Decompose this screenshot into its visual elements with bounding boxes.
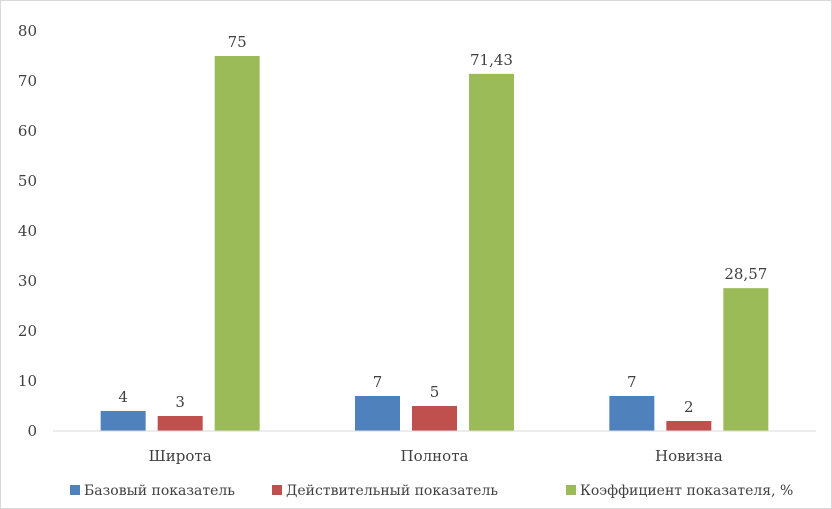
legend-swatch xyxy=(272,485,282,495)
bars xyxy=(100,56,769,431)
x-axis: Широта Полнота Новизна xyxy=(53,430,816,465)
data-label: 3 xyxy=(175,393,185,411)
y-axis: 0 10 20 30 40 50 60 70 80 xyxy=(18,22,37,440)
x-tick-label: Полнота xyxy=(401,447,469,465)
legend-label: Коэффициент показателя, % xyxy=(580,483,793,499)
data-label: 71,43 xyxy=(470,51,513,69)
data-label: 7 xyxy=(627,373,637,391)
legend-label: Базовый показатель xyxy=(84,483,235,499)
data-label: 7 xyxy=(373,373,383,391)
legend-label: Действительный показатель xyxy=(286,483,498,499)
y-tick-label: 0 xyxy=(27,422,37,440)
x-tick-label: Новизна xyxy=(655,447,723,465)
bar xyxy=(157,416,203,431)
bar xyxy=(469,73,514,431)
y-tick-label: 80 xyxy=(18,22,37,40)
bar xyxy=(214,56,260,431)
y-tick-label: 40 xyxy=(18,222,37,240)
data-label: 5 xyxy=(430,383,440,401)
legend: Базовый показатель Действительный показат… xyxy=(70,483,793,499)
legend-swatch xyxy=(566,485,576,495)
data-label: 4 xyxy=(118,388,128,406)
bar xyxy=(100,411,146,431)
bar xyxy=(412,406,457,431)
bar xyxy=(609,396,655,431)
bar xyxy=(666,421,712,431)
y-tick-label: 10 xyxy=(18,372,37,390)
x-tick-label: Широта xyxy=(149,447,212,465)
data-label: 75 xyxy=(228,33,247,51)
y-tick-label: 50 xyxy=(18,172,37,190)
y-tick-label: 20 xyxy=(18,322,37,340)
bar xyxy=(355,396,400,431)
y-tick-label: 60 xyxy=(18,122,37,140)
y-tick-label: 70 xyxy=(18,72,37,90)
y-tick-label: 30 xyxy=(18,272,37,290)
bar xyxy=(723,288,769,431)
data-label: 2 xyxy=(684,398,694,416)
legend-swatch xyxy=(70,485,80,495)
data-label: 28,57 xyxy=(724,265,767,283)
